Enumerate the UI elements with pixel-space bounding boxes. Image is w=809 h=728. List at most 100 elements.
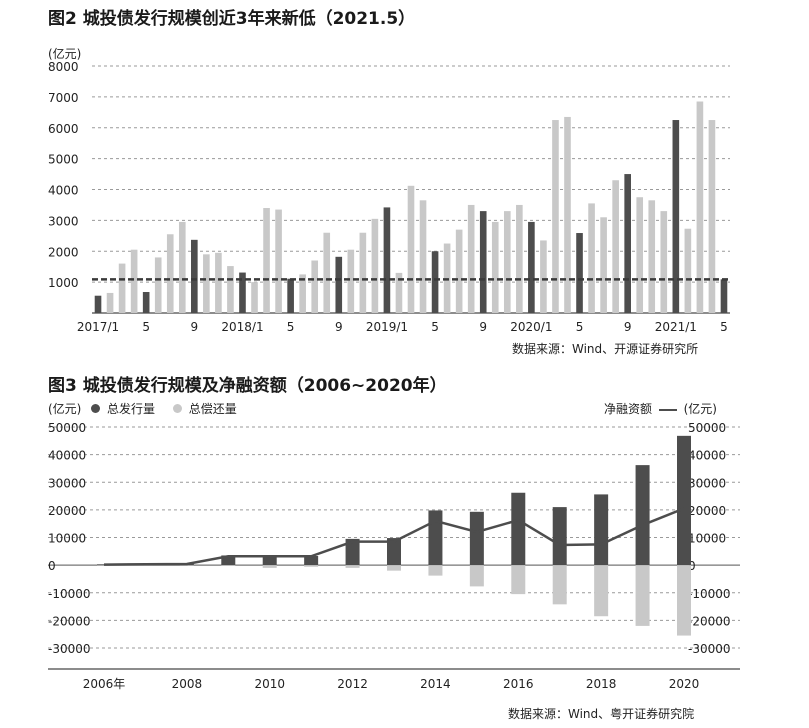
chart1-y-tick-label: 1000 bbox=[48, 276, 79, 290]
chart1-bar bbox=[528, 221, 535, 313]
chart1-bar bbox=[142, 292, 150, 313]
chart1-x-tick-label: 9 bbox=[479, 320, 487, 334]
chart2-x-tick-label: 2010 bbox=[254, 677, 285, 691]
chart1-bar bbox=[624, 174, 631, 313]
chart1-bar bbox=[191, 239, 198, 313]
chart1-x-tick-label: 2020/1 bbox=[510, 320, 552, 334]
chart1-bar bbox=[227, 266, 234, 313]
chart1-bar bbox=[383, 207, 391, 313]
chart1-x-tick-label: 5 bbox=[576, 320, 584, 334]
chart2-y-tick-label-left: 30000 bbox=[48, 476, 86, 490]
chart1-bar bbox=[287, 278, 294, 313]
legend-issue-label: 总发行量 bbox=[107, 402, 156, 416]
chart1-x-tick-label: 5 bbox=[720, 320, 728, 334]
chart1-bar bbox=[540, 240, 547, 313]
chart1-y-tick-label: 7000 bbox=[48, 91, 79, 105]
chart2-legend-left: (亿元) 总发行量 总偿还量 bbox=[48, 400, 237, 417]
chart1-bar bbox=[455, 229, 463, 313]
chart1-bar bbox=[371, 218, 379, 313]
chart1-bar bbox=[311, 260, 319, 313]
chart1-bar bbox=[130, 249, 138, 313]
chart2-issue-bar bbox=[677, 435, 691, 566]
chart2-y-tick-label-right: -20000 bbox=[688, 614, 731, 628]
chart1-bar bbox=[431, 251, 439, 313]
chart1-bar bbox=[612, 180, 619, 313]
chart1-bar bbox=[94, 295, 102, 313]
chart1-bar bbox=[636, 197, 644, 313]
chart2-issue-bar bbox=[428, 510, 443, 566]
chart2-repay-bar bbox=[594, 565, 609, 617]
chart2-issue-bar bbox=[345, 538, 360, 566]
chart2-unit-right: (亿元) bbox=[683, 402, 717, 416]
chart1-bar bbox=[359, 232, 367, 313]
chart1-y-tick-label: 6000 bbox=[48, 122, 79, 136]
chart2-y-tick-label-left: 20000 bbox=[48, 504, 86, 518]
chart2-unit-left: (亿元) bbox=[48, 402, 82, 416]
chart1-bar bbox=[467, 204, 475, 313]
chart2-issue-bar bbox=[635, 465, 650, 566]
chart2-repay-bar bbox=[304, 565, 319, 567]
chart2-y-tick-label-right: -30000 bbox=[688, 642, 731, 656]
chart1-x-tick-label: 9 bbox=[624, 320, 632, 334]
chart2-y-tick-label-left: -10000 bbox=[48, 587, 91, 601]
chart2-x-tick-label: 2020 bbox=[669, 677, 700, 691]
chart2-y-tick-label-right: 20000 bbox=[688, 504, 726, 518]
chart2-x-tick-label: 2012 bbox=[337, 677, 368, 691]
chart2-x-tick-label: 2006年 bbox=[83, 677, 126, 691]
chart1-bar bbox=[491, 221, 499, 313]
chart1-bar bbox=[215, 252, 222, 313]
chart2-y-tick-label-right: 10000 bbox=[688, 532, 726, 546]
chart1-bar bbox=[335, 256, 343, 313]
chart1-bar bbox=[323, 232, 331, 313]
chart2-repay-bar bbox=[428, 565, 443, 576]
chart2-x-tick-label: 2018 bbox=[586, 677, 617, 691]
chart1-bar bbox=[588, 203, 595, 313]
legend-repay-label: 总偿还量 bbox=[188, 402, 237, 416]
chart2-issue-bar bbox=[262, 556, 277, 566]
legend-issue-swatch bbox=[91, 404, 101, 413]
chart1-bar bbox=[684, 228, 692, 313]
chart1-title: 图2 城投债发行规模创近3年来新低（2021.5） bbox=[48, 9, 416, 29]
chart1-plot: 1000 2000 3000 4000 5000 6000 7000 8000 2017/1 5 9… bbox=[48, 60, 730, 334]
chart1-bar bbox=[564, 116, 571, 313]
chart2-y-tick-label-right: -10000 bbox=[688, 587, 731, 601]
legend-net-line-swatch bbox=[658, 408, 677, 411]
chart1-bar bbox=[395, 272, 403, 313]
chart2-issue-bar bbox=[552, 507, 567, 566]
chart2-y-tick-label-left: 10000 bbox=[48, 532, 86, 546]
chart1-x-tick-label: 2019/1 bbox=[366, 320, 408, 334]
chart2-y-tick-label-left: 0 bbox=[48, 559, 56, 573]
chart1-y-tick-label: 2000 bbox=[48, 245, 79, 259]
chart2-source: 数据来源：Wind、粤开证券研究院 bbox=[508, 707, 695, 721]
chart1-unit-label: (亿元) bbox=[48, 47, 82, 61]
chart1-bar bbox=[347, 249, 355, 313]
chart2-y-tick-label-left: 40000 bbox=[48, 449, 86, 463]
chart2-repay-bar bbox=[262, 565, 277, 568]
chart1-bar bbox=[696, 101, 704, 313]
chart1-bar bbox=[166, 234, 174, 313]
chart1-bar bbox=[239, 272, 246, 313]
legend-repay-swatch bbox=[172, 404, 182, 413]
chart1-bar bbox=[106, 292, 114, 313]
chart2-issue-bar bbox=[304, 556, 319, 566]
chart2-y-tick-label-right: 40000 bbox=[688, 449, 726, 463]
chart2-repay-bar bbox=[221, 565, 236, 566]
chart2-repay-bar bbox=[469, 565, 484, 587]
chart2-y-tick-label-right: 0 bbox=[688, 559, 696, 573]
chart2-x-tick-label: 2014 bbox=[420, 677, 451, 691]
chart1-x-tick-label: 2017/1 bbox=[77, 320, 119, 334]
chart2-repay-bar bbox=[552, 565, 567, 605]
chart1-y-tick-label: 3000 bbox=[48, 214, 79, 228]
chart2-y-tick-label-left: -20000 bbox=[48, 614, 91, 628]
chart2-x-tick-label: 2016 bbox=[503, 677, 534, 691]
chart1-bar bbox=[708, 120, 716, 313]
chart1-y-tick-label: 4000 bbox=[48, 184, 79, 198]
chart1-bar bbox=[419, 200, 427, 313]
chart1-bar bbox=[576, 233, 583, 313]
chart1-bar bbox=[118, 263, 126, 313]
chart1-x-tick-label: 5 bbox=[287, 320, 295, 334]
chart2-y-tick-label-left: -30000 bbox=[48, 642, 91, 656]
chart2-y-tick-label-right: 30000 bbox=[688, 476, 726, 490]
chart1-x-tick-label: 2021/1 bbox=[655, 320, 697, 334]
